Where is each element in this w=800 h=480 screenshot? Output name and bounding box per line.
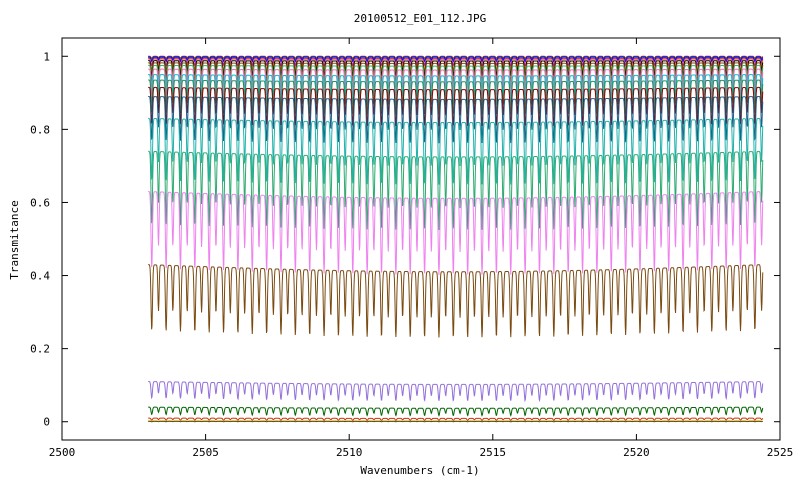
series-line-2 [148,56,764,63]
y-tick-label: 0.4 [30,270,50,283]
y-tick-label: 1 [43,50,50,63]
y-tick-label: 0.8 [30,123,50,136]
x-tick-label: 2505 [192,446,219,459]
x-tick-label: 2520 [623,446,650,459]
series-line-20 [148,420,763,422]
x-tick-label: 2515 [480,446,507,459]
y-tick-label: 0.6 [30,196,50,209]
series-line-13 [148,117,764,185]
x-axis: 2500 2505 2510 2515 2520 2525 [49,38,794,459]
x-axis-label: Wavenumbers (cm-1) [360,464,479,477]
y-tick-label: 0.2 [30,343,50,356]
series-line-16 [148,264,764,338]
x-tick-label: 2510 [336,446,363,459]
x-tick-label: 2500 [49,446,76,459]
x-tick-label: 2525 [767,446,794,459]
series-line-12 [148,95,764,144]
plot-frame [61,37,781,441]
y-axis: 0 0.2 0.4 0.6 0.8 1 [30,50,780,429]
series-line-17 [148,381,764,403]
y-axis-label: Transmitance [8,200,21,279]
series-line-15 [148,190,764,276]
series-line-18 [148,406,764,417]
chart-title: 20100512_E01_112.JPG [354,12,486,25]
series-line-19 [148,417,764,422]
y-tick-label: 0 [43,416,50,429]
series-line-10 [148,79,764,115]
series-group [148,55,764,423]
series-line-14 [148,150,764,231]
series-line-11 [148,86,764,127]
